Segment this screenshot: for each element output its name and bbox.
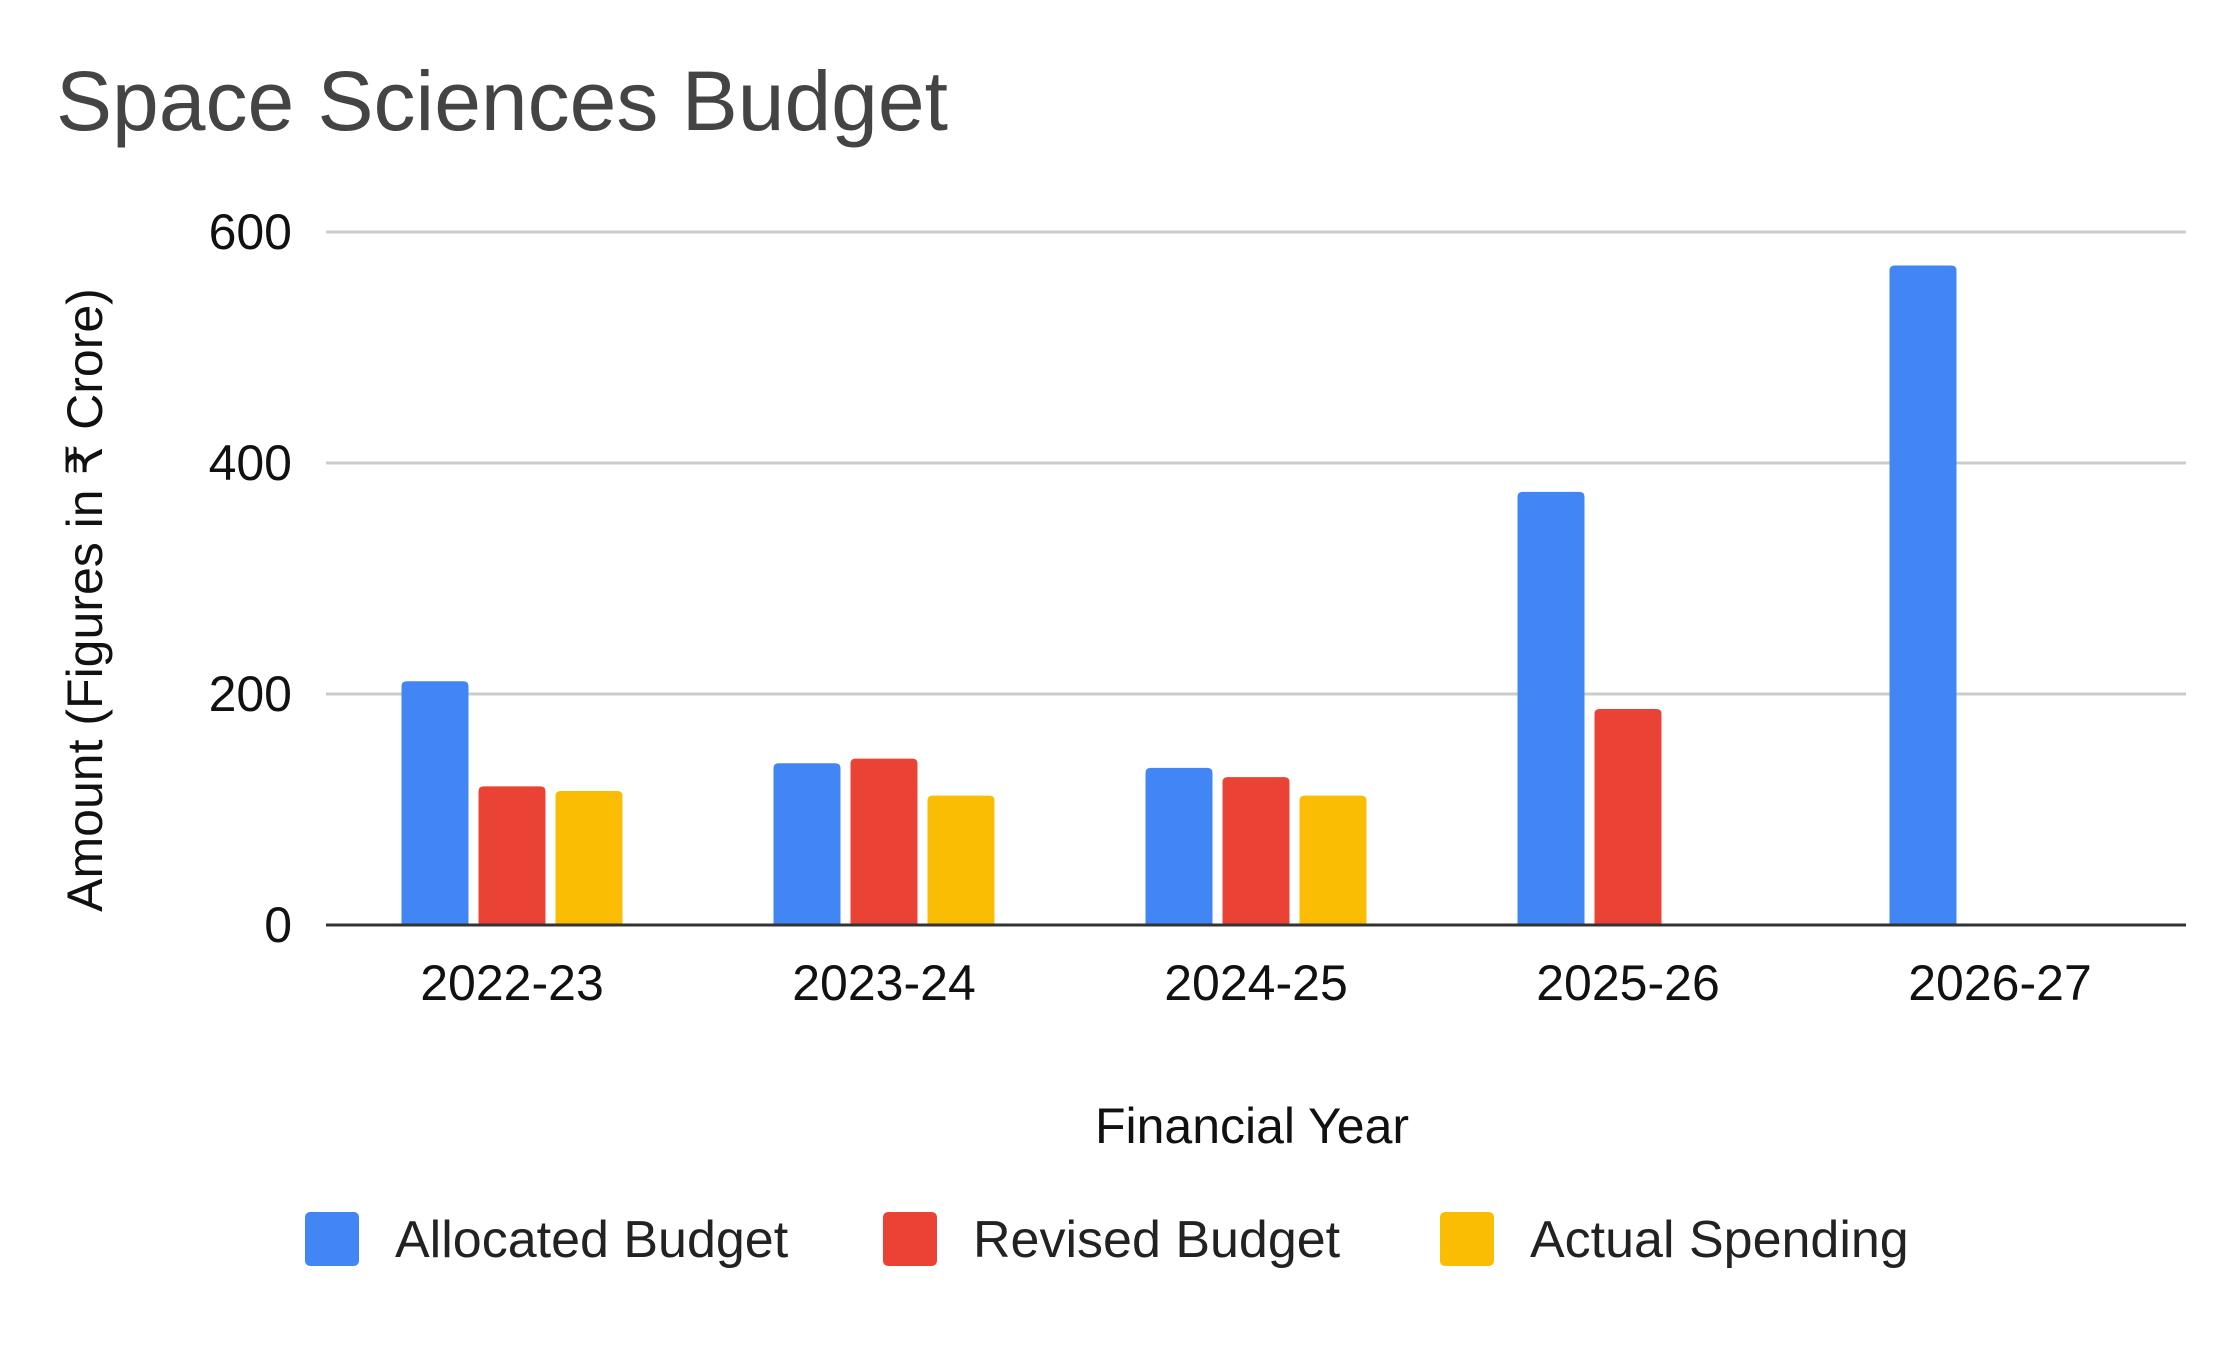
bar-allocated-budget-2025-26 [1517,491,1585,925]
y-tick-label: 0 [264,897,292,953]
x-tick-label: 2026-27 [1908,955,2092,1011]
x-axis-ticks: 2022-23 2023-24 2024-25 2025-26 2026-27 [420,955,2092,1011]
bar-actual-spending-2024-25 [1299,795,1367,925]
bar-revised-budget-2023-24 [850,758,918,925]
legend-swatch-revised-budget [883,1212,937,1266]
gridlines [326,230,2186,696]
y-axis-label: Amount (Figures in ₹ Crore) [57,288,113,912]
legend: Allocated Budget Revised Budget Actual Spe… [305,1211,1909,1269]
bars [401,265,1957,925]
y-axis-ticks: 0 200 400 600 [209,204,292,953]
x-tick-label: 2023-24 [792,955,976,1011]
bar-actual-spending-2022-23 [555,791,623,925]
bar-allocated-budget-2022-23 [401,681,469,925]
bar-revised-budget-2025-26 [1594,709,1662,925]
x-axis-label: Financial Year [1095,1098,1409,1154]
x-tick-label: 2024-25 [1164,955,1348,1011]
legend-swatch-allocated-budget [305,1212,359,1266]
bar-allocated-budget-2023-24 [773,763,841,925]
y-tick-label: 200 [209,666,292,722]
x-tick-label: 2025-26 [1536,955,1720,1011]
bar-allocated-budget-2024-25 [1145,767,1213,925]
legend-label: Actual Spending [1530,1211,1909,1269]
bar-actual-spending-2023-24 [927,795,995,925]
legend-swatch-actual-spending [1440,1212,1494,1266]
x-tick-label: 2022-23 [420,955,604,1011]
chart-title: Space Sciences Budget [56,54,948,148]
legend-label: Revised Budget [973,1211,1341,1269]
bar-revised-budget-2024-25 [1222,777,1290,925]
bar-allocated-budget-2026-27 [1889,265,1957,925]
y-tick-label: 600 [209,204,292,260]
legend-label: Allocated Budget [395,1211,789,1269]
y-tick-label: 400 [209,435,292,491]
bar-revised-budget-2022-23 [478,786,546,925]
